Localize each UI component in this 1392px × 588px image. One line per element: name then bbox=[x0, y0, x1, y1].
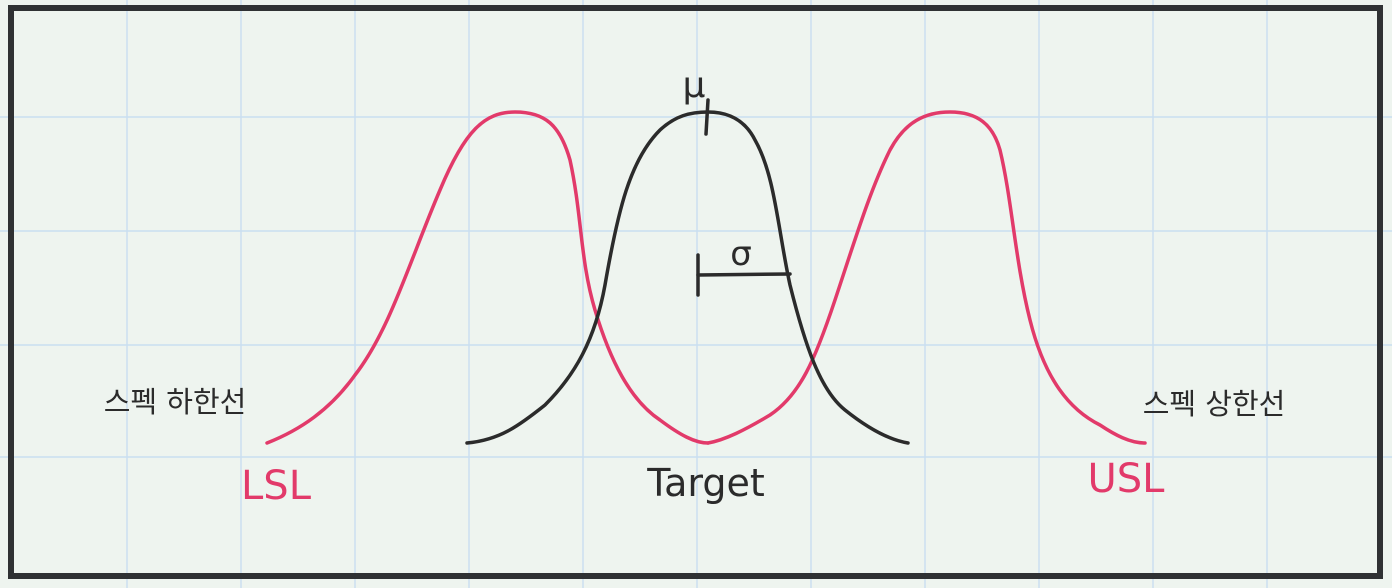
lsl-korean-label: 스펙 하한선 bbox=[104, 385, 247, 419]
left-distribution-curve bbox=[265, 110, 710, 445]
outer-frame bbox=[8, 5, 1383, 579]
lsl-label: LSL bbox=[241, 463, 312, 509]
sigma-marker bbox=[696, 253, 792, 297]
usl-label: USL bbox=[1088, 456, 1166, 502]
right-distribution-curve bbox=[706, 110, 1147, 445]
mu-label: μ bbox=[683, 65, 706, 106]
usl-korean-label: 스펙 상한선 bbox=[1143, 387, 1286, 421]
target-label: Target bbox=[646, 461, 765, 505]
mean-tick bbox=[704, 98, 710, 136]
sigma-label: σ bbox=[730, 234, 752, 274]
